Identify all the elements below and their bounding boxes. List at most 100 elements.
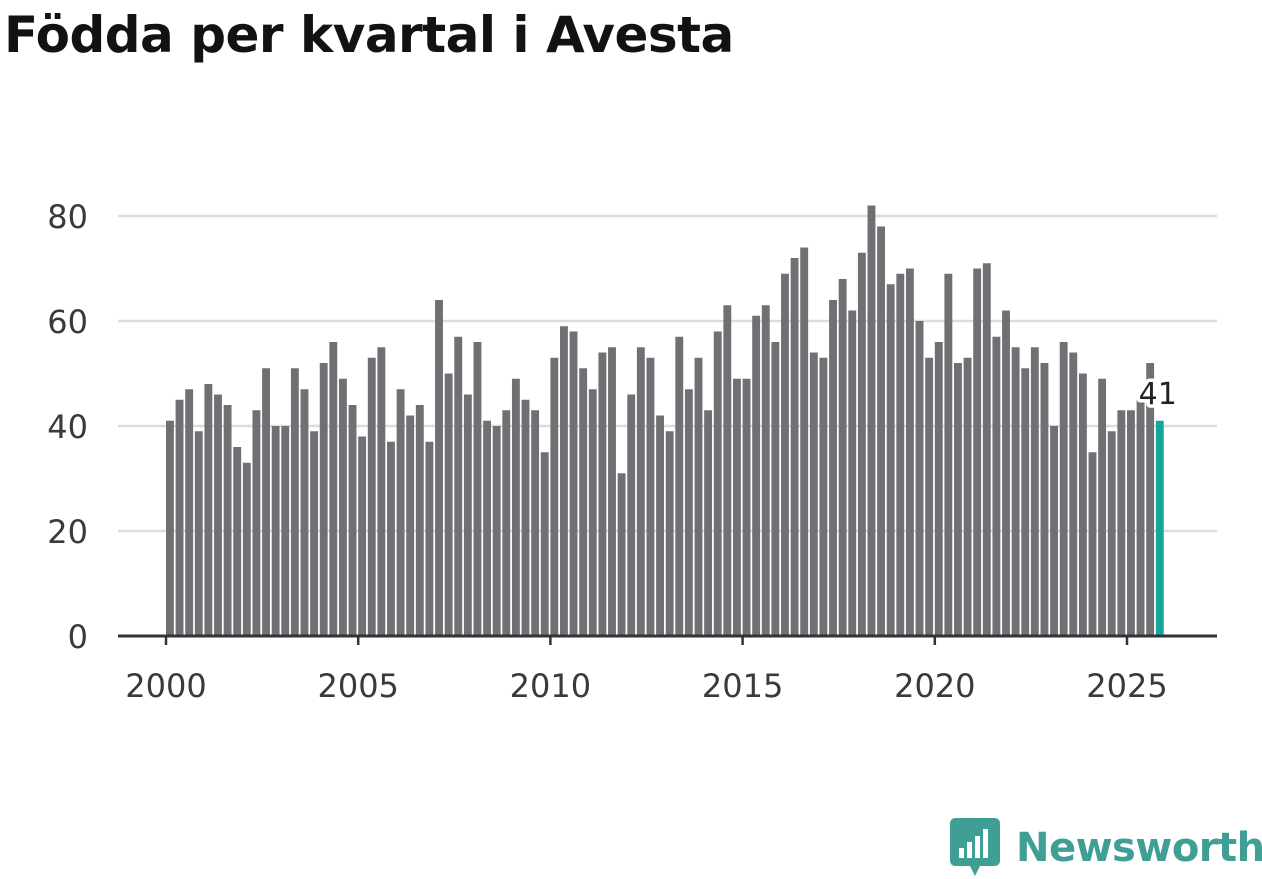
bar [608, 347, 616, 636]
bar [310, 431, 319, 636]
bar [809, 352, 818, 636]
bar [1030, 347, 1039, 636]
bar [944, 273, 953, 636]
bar [242, 462, 251, 636]
bar [425, 441, 434, 636]
bar [790, 258, 799, 636]
bar [704, 410, 713, 636]
bar [1011, 347, 1020, 636]
latest-value-label: 41 [1139, 377, 1177, 412]
x-tick-label-2005: 2005 [317, 667, 398, 705]
bar [569, 331, 578, 636]
x-tick-label-2020: 2020 [894, 667, 975, 705]
bar [656, 415, 664, 636]
bar [1136, 399, 1145, 636]
bar [492, 426, 501, 636]
bar [540, 452, 549, 636]
bar [1050, 426, 1059, 636]
bar [252, 410, 261, 636]
bar [636, 347, 645, 636]
bar [1069, 352, 1078, 636]
bar [829, 300, 837, 636]
bar [166, 420, 174, 636]
bar [262, 368, 270, 636]
newsworthy-brand[interactable]: Newsworthy [950, 818, 1262, 878]
bar [915, 321, 924, 636]
bar [992, 336, 1001, 636]
bar [550, 357, 559, 636]
bar [444, 373, 453, 636]
bar [857, 252, 866, 636]
bar [982, 263, 991, 636]
annotations: 41 [1135, 373, 1180, 415]
bar [684, 389, 693, 636]
bar [963, 357, 972, 636]
bar [1098, 378, 1107, 636]
bar [761, 305, 770, 636]
y-tick-label-20: 20 [47, 513, 88, 551]
bar [367, 357, 376, 636]
y-tick-label-80: 80 [47, 198, 88, 236]
bar [598, 352, 607, 636]
y-tick-label-40: 40 [47, 408, 88, 446]
bar [800, 247, 809, 636]
bar [560, 326, 568, 636]
bar [415, 405, 424, 636]
y-tick-label-0: 0 [68, 618, 88, 656]
brand-name: Newsworthy [1016, 825, 1262, 871]
x-axis: 2000 2005 2010 2015 2020 2025 [118, 634, 1217, 705]
bar [358, 436, 367, 636]
bar [1078, 373, 1087, 636]
bar [925, 357, 934, 636]
bar [1021, 368, 1030, 636]
bar [223, 405, 232, 636]
bar [1088, 452, 1097, 636]
bar [233, 447, 242, 636]
bar [1127, 410, 1135, 636]
newsworthy-logo-icon [950, 818, 1000, 876]
bar [319, 363, 328, 636]
bar [694, 357, 703, 636]
bar [329, 342, 338, 636]
bar [877, 226, 886, 636]
x-tick-label-2025: 2025 [1086, 667, 1167, 705]
bar [214, 394, 222, 636]
bar [732, 378, 741, 636]
bar [1107, 431, 1116, 636]
bar [502, 410, 511, 636]
bar [1002, 310, 1010, 636]
bar [473, 342, 482, 636]
bar [617, 473, 626, 636]
bar [348, 405, 357, 636]
x-tick-label-2000: 2000 [125, 667, 206, 705]
bar [752, 315, 761, 636]
bar [435, 300, 443, 636]
bar [838, 279, 847, 636]
chart-title: Födda per kvartal i Avesta [4, 6, 734, 64]
bar [271, 426, 280, 636]
bar [300, 389, 309, 636]
bar [646, 357, 655, 636]
bars [166, 205, 1164, 636]
bar [896, 273, 905, 636]
bar [406, 415, 415, 636]
bar [204, 384, 213, 636]
bar [1040, 363, 1049, 636]
bar [185, 389, 194, 636]
bar [886, 284, 895, 636]
bar [713, 331, 722, 636]
bar [281, 426, 290, 636]
bar [742, 378, 751, 636]
x-tick-label-2010: 2010 [510, 667, 591, 705]
bar [521, 399, 530, 636]
bar [387, 441, 395, 636]
bar [483, 420, 492, 636]
bar [1059, 342, 1068, 636]
bar [723, 305, 732, 636]
bar [675, 336, 684, 636]
bar [463, 394, 472, 636]
bar [973, 268, 982, 636]
bar [781, 273, 789, 636]
y-axis-tick-labels: 0 20 40 60 80 [47, 198, 88, 656]
